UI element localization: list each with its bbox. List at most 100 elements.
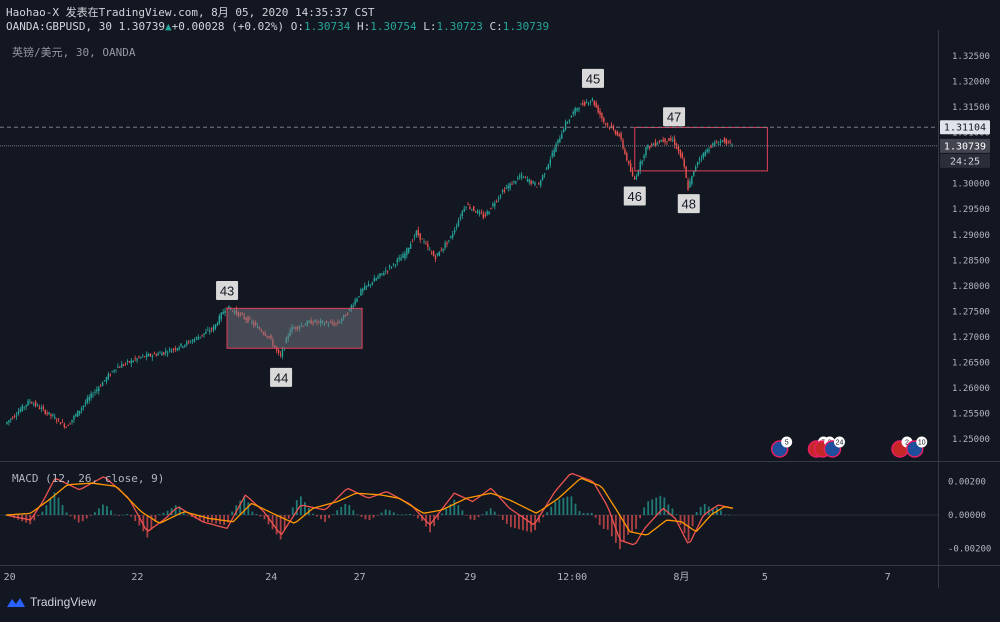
candle-body [614,130,617,134]
range-box[interactable] [634,126,768,172]
candle-body [555,144,557,152]
candle-body [503,189,506,192]
macd-histogram-bar [41,511,44,515]
macd-histogram-bar [485,511,488,515]
candle-body [174,348,177,350]
candle-body [687,180,689,190]
candle-body [505,187,507,189]
macd-histogram-bar [408,513,411,515]
wave-label-text: 44 [274,370,288,385]
price-tick-label: 1.26500 [952,359,990,369]
candle-body [511,183,513,185]
macd-histogram-bar [469,515,472,520]
economic-event-flag-icon[interactable]: 10 [906,436,928,458]
macd-histogram-bar [631,515,633,532]
range-box[interactable] [226,307,363,349]
macd-histogram-bar [380,512,383,515]
candle-body [427,243,429,247]
candle-body [67,424,69,426]
candle-body [587,103,590,105]
candle-body [122,364,125,366]
wave-label[interactable]: 43 [216,281,239,300]
macd-histogram-bar [182,512,185,515]
candle-body [685,166,687,178]
footer-brand[interactable]: TradingView [6,595,96,609]
candle-body [128,361,131,363]
candle-body [513,180,515,182]
candle-body [668,138,670,142]
wave-label-text: 48 [682,197,696,212]
price-pane[interactable] [0,97,938,429]
candle-body [702,152,705,158]
economic-event-flag-icon[interactable]: 24 [823,436,845,458]
macd-histogram-bar [449,504,452,515]
candle-body [178,347,180,350]
candle-body [34,401,37,406]
macd-histogram-bar [493,511,496,515]
candle-body [153,353,155,355]
macd-histogram-bar [384,509,387,515]
candle-body [163,352,165,355]
wave-label[interactable]: 46 [623,186,646,206]
economic-event-flag-icon[interactable]: 5 [770,436,793,458]
candle-body [469,206,471,209]
time-tick-label: 20 [4,572,16,583]
candle-body [159,352,161,354]
candle-body [664,138,666,143]
macd-pane[interactable] [0,472,938,550]
candle-body [616,131,618,136]
wave-label[interactable]: 44 [270,367,293,387]
wave-label[interactable]: 45 [582,68,605,88]
candle-body [86,398,89,403]
wave-label[interactable]: 48 [677,194,700,214]
candle-body [547,164,550,170]
candle-body [80,408,83,411]
macd-histogram-bar [142,515,145,532]
candle-body [438,251,441,257]
candle-body [193,339,196,343]
candle-body [182,346,184,348]
macd-histogram-bar [711,507,714,515]
candle-body [436,253,439,256]
candle-body [463,208,465,212]
macd-histogram-bar [291,507,294,515]
signal-line [5,477,734,536]
candle-body [622,140,624,149]
candle-body [484,214,486,216]
macd-histogram-bar [578,511,581,515]
candle-body [63,423,66,428]
candle-body [576,108,578,111]
candle-body [482,214,485,218]
candle-body [145,354,148,358]
line-price-badge-text: 1.31104 [944,123,986,134]
candle-body [721,140,724,142]
macd-histogram-bar [255,513,258,515]
symbol-name[interactable]: OANDA:GBPUSD, 30 [6,20,112,33]
macd-histogram-bar [332,514,335,515]
candle-body [696,161,699,165]
candle-body [564,122,567,130]
macd-histogram-bar [647,501,650,515]
macd-histogram-bar [687,515,690,541]
candle-body [520,174,523,177]
time-tick-label: 5 [762,572,768,583]
candle-body [681,153,684,158]
candle-body [381,273,383,275]
pane-label[interactable]: 英镑/美元, 30, OANDA [12,46,136,59]
candle-body [536,186,538,188]
candle-body [706,149,708,153]
candle-body [201,334,203,336]
wave-label[interactable]: 47 [663,107,686,127]
macd-histogram-bar [33,515,36,521]
macd-histogram-bar [554,501,557,515]
candle-body [69,423,71,425]
macd-histogram-bar [594,515,597,518]
candle-body [645,147,647,156]
macd-label[interactable]: MACD (12, 26, close, 9) [12,472,165,485]
candle-body [50,413,52,416]
candle-body [559,138,561,143]
candle-body [107,374,110,380]
candle-body [507,185,509,189]
candle-body [184,344,186,347]
